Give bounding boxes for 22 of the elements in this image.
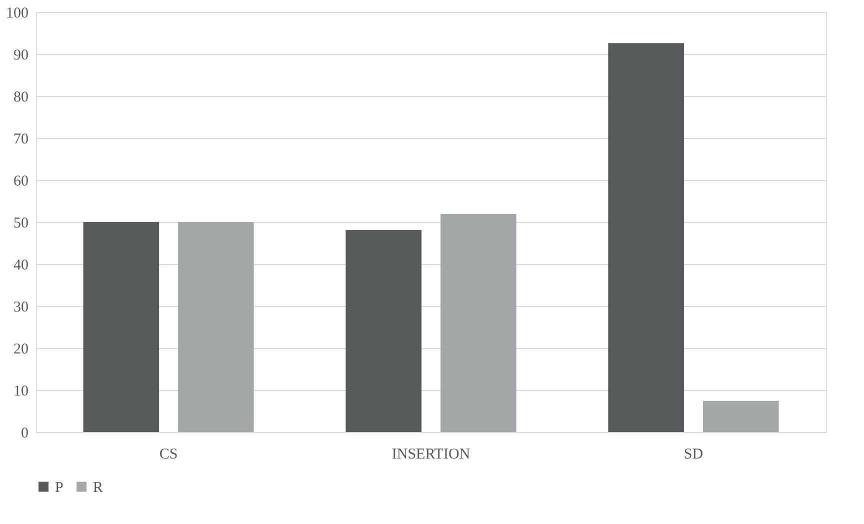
y-tick-label: 20 xyxy=(14,342,28,358)
bar xyxy=(178,222,254,432)
y-tick-label: 10 xyxy=(14,384,28,400)
y-tick-label: 30 xyxy=(14,300,28,316)
legend-label: P xyxy=(55,480,64,496)
y-tick-label: 80 xyxy=(14,90,28,106)
y-tick-label: 90 xyxy=(14,48,28,64)
bar xyxy=(702,400,779,432)
bar xyxy=(346,230,422,432)
y-tick-label: 40 xyxy=(14,258,28,274)
y-tick-label: 50 xyxy=(14,216,28,232)
y-tick-label: 0 xyxy=(21,426,28,442)
x-tick-label: SD xyxy=(684,446,704,462)
bar xyxy=(83,222,160,432)
y-tick-label: 100 xyxy=(6,6,28,22)
bar xyxy=(440,214,516,432)
legend-label: R xyxy=(93,480,104,496)
bar xyxy=(608,43,684,432)
y-tick-label: 70 xyxy=(14,132,28,148)
y-tick-label: 60 xyxy=(14,174,28,190)
x-tick-label: INSERTION xyxy=(392,446,470,462)
x-tick-label: CS xyxy=(159,446,178,462)
